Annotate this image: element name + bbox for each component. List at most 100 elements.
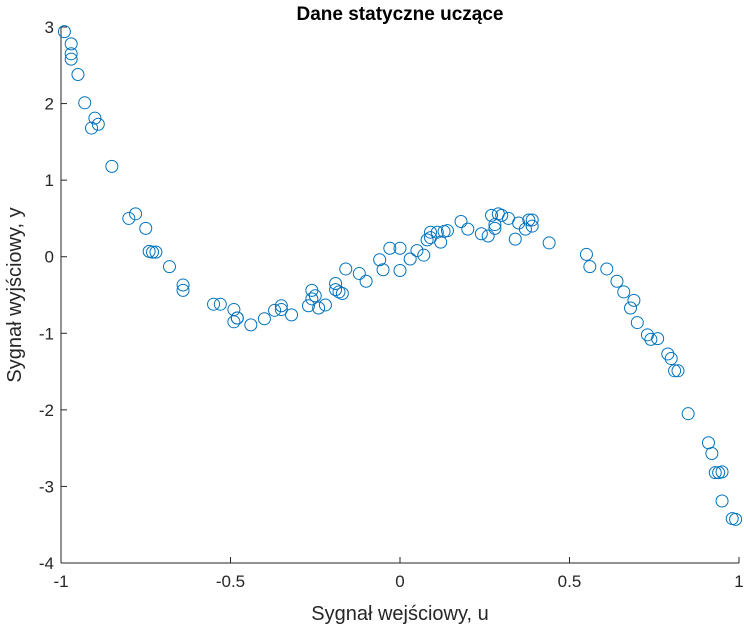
data-point [715, 494, 729, 508]
data-point [508, 232, 522, 246]
data-point [274, 303, 288, 317]
data-point [681, 407, 695, 421]
data-point [149, 245, 163, 259]
x-tick-label: -0.5 [216, 572, 245, 591]
data-point [403, 252, 417, 266]
data-point [352, 267, 366, 281]
data-point [329, 283, 343, 297]
x-tick-label: -1 [53, 572, 68, 591]
data-point [230, 311, 244, 325]
data-point [715, 465, 729, 479]
data-point [122, 211, 136, 225]
data-point [630, 316, 644, 330]
data-point [227, 315, 241, 329]
data-point [335, 286, 349, 300]
y-tick-label: 3 [45, 18, 54, 37]
data-point [583, 260, 597, 274]
y-tick-label: -3 [39, 477, 54, 496]
data-point [318, 298, 332, 312]
data-point [139, 221, 153, 235]
data-point [329, 277, 343, 291]
data-point [617, 285, 631, 299]
data-point [162, 260, 176, 274]
data-point [651, 332, 665, 346]
y-tick-label: 0 [45, 248, 54, 267]
data-point [525, 213, 539, 227]
data-point [525, 219, 539, 233]
data-point [668, 364, 682, 378]
data-point [644, 332, 658, 346]
data-point [78, 96, 92, 110]
y-tick-label: -2 [39, 401, 54, 420]
data-point [495, 208, 509, 222]
data-point [671, 364, 685, 378]
chart-title: Dane statyczne uczące [297, 4, 504, 25]
data-point [600, 262, 614, 276]
data-point [64, 47, 78, 61]
data-point [454, 214, 468, 228]
y-tick-label: 1 [45, 171, 54, 190]
data-points [57, 25, 743, 526]
data-point [383, 241, 397, 255]
data-point [213, 297, 227, 311]
x-tick-label: 0 [395, 572, 404, 591]
data-point [434, 235, 448, 249]
data-point [701, 436, 715, 450]
y-tick-label: -4 [39, 554, 54, 573]
data-point [207, 297, 221, 311]
data-point [373, 253, 387, 267]
data-point [522, 213, 536, 227]
y-tick-label: -1 [39, 324, 54, 343]
data-point [339, 262, 353, 276]
data-point [129, 207, 143, 221]
data-point [729, 512, 743, 526]
data-point [312, 301, 326, 315]
data-point [661, 347, 675, 361]
x-tick-label: 1 [734, 572, 743, 591]
data-point [176, 278, 190, 292]
x-tick-label: 0.5 [558, 572, 582, 591]
data-point [91, 117, 105, 131]
data-point [481, 229, 495, 243]
y-tick-label: 2 [45, 95, 54, 114]
data-point [708, 466, 722, 480]
data-point [227, 303, 241, 317]
data-point [257, 312, 271, 326]
data-point [268, 303, 282, 317]
y-axis-label: Sygnał wyjściowy, y [4, 207, 26, 382]
data-point [424, 225, 438, 239]
data-point [285, 308, 299, 322]
data-point [624, 301, 638, 315]
x-axis-ticks: -1 -0.5 0 0.5 1 [53, 557, 744, 591]
data-point [417, 248, 431, 262]
plot-area: -1 -0.5 0 0.5 1 -4 -3 -2 -1 0 1 2 3 [39, 18, 744, 591]
data-point [244, 318, 258, 332]
data-point [146, 245, 160, 259]
data-point [274, 299, 288, 313]
data-point [485, 208, 499, 222]
data-point [430, 225, 444, 239]
data-point [579, 247, 593, 261]
data-point [64, 52, 78, 66]
data-point [376, 263, 390, 277]
data-point [57, 25, 71, 39]
data-point [176, 283, 190, 297]
data-point [85, 121, 99, 135]
data-point [705, 447, 719, 461]
x-axis-label: Sygnał wejściowy, u [311, 603, 488, 625]
data-point [664, 352, 678, 366]
data-point [71, 67, 85, 81]
data-point [359, 274, 373, 288]
data-point [393, 241, 407, 255]
data-point [488, 221, 502, 235]
data-point [440, 224, 454, 238]
data-point [474, 227, 488, 241]
data-point [308, 289, 322, 303]
data-point [627, 293, 641, 307]
data-point [610, 274, 624, 288]
data-point [518, 222, 532, 236]
data-point [420, 233, 434, 247]
data-point [301, 299, 315, 313]
data-point [305, 292, 319, 306]
